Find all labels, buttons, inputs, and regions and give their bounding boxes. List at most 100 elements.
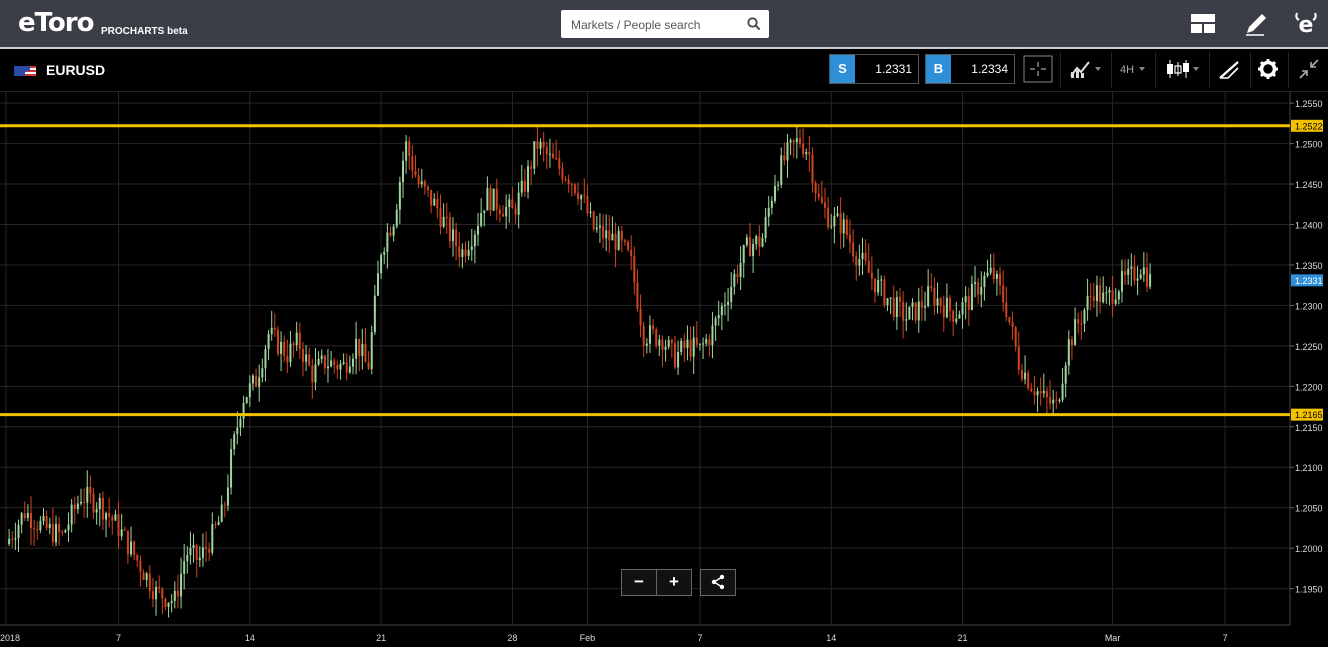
candlestick-type-icon[interactable] xyxy=(1163,54,1203,84)
candle xyxy=(980,271,983,308)
price-axis: 1.2550 1.2500 1.2450 1.2400 1.2350 1.2300 1.22… xyxy=(1290,99,1323,595)
candle xyxy=(130,526,133,557)
pencil-icon[interactable] xyxy=(1242,10,1270,38)
candle xyxy=(233,431,236,456)
candle xyxy=(545,141,548,169)
candle xyxy=(1117,289,1120,305)
candle xyxy=(280,331,283,372)
etoro-logo[interactable]: eToro xyxy=(18,8,94,38)
candle xyxy=(974,265,977,298)
candle xyxy=(1133,255,1136,286)
candle xyxy=(833,207,836,244)
collapse-icon[interactable] xyxy=(1295,54,1323,84)
candle xyxy=(486,176,489,211)
candle xyxy=(867,243,870,274)
candle xyxy=(126,530,129,564)
candle xyxy=(914,302,917,324)
candle xyxy=(70,498,73,533)
search-icon[interactable] xyxy=(747,17,761,31)
candle xyxy=(92,487,95,519)
candle xyxy=(820,180,823,205)
candle xyxy=(983,271,986,301)
sell-price: 1.2331 xyxy=(875,62,912,76)
time-tick-label: 28 xyxy=(507,633,517,643)
candle xyxy=(561,162,564,184)
candle xyxy=(326,349,329,383)
candle xyxy=(623,238,626,246)
candle xyxy=(355,321,358,375)
candle xyxy=(151,577,154,608)
etoro-e-icon[interactable]: e xyxy=(1292,10,1320,38)
candle xyxy=(858,244,861,276)
candle xyxy=(492,188,495,211)
candle xyxy=(120,513,123,541)
candle xyxy=(992,253,995,284)
search-input[interactable] xyxy=(569,15,743,35)
candle xyxy=(602,214,605,249)
candle xyxy=(617,226,620,251)
drawing-tools-icon[interactable] xyxy=(1215,54,1243,84)
crosshair-icon[interactable] xyxy=(1023,54,1053,84)
candle xyxy=(830,214,833,230)
zoom-out-button[interactable]: − xyxy=(621,569,657,596)
candle xyxy=(514,202,517,224)
candle xyxy=(936,282,939,314)
candle xyxy=(20,511,23,534)
price-tick-label: 1.2450 xyxy=(1295,180,1323,190)
candle xyxy=(627,239,630,252)
candle xyxy=(417,167,420,189)
gear-icon[interactable] xyxy=(1255,54,1281,84)
indicators-icon[interactable] xyxy=(1067,54,1105,84)
price-tick-label: 1.2150 xyxy=(1295,423,1323,433)
candle xyxy=(258,364,261,402)
candle xyxy=(376,260,379,296)
candle xyxy=(105,511,108,538)
candle xyxy=(805,148,808,160)
instrument-symbol[interactable]: EURUSD xyxy=(46,62,106,78)
sell-price-button[interactable]: S 1.2331 xyxy=(829,54,919,84)
candle xyxy=(520,164,523,197)
price-tick-label: 1.2250 xyxy=(1295,342,1323,352)
candle xyxy=(667,336,670,350)
candle xyxy=(189,531,192,565)
candle xyxy=(358,338,361,372)
candle xyxy=(683,333,686,363)
candle xyxy=(839,197,842,250)
candle xyxy=(986,259,989,278)
chevron-down-icon[interactable] xyxy=(1136,54,1150,84)
candle xyxy=(186,546,189,574)
candle xyxy=(1077,312,1080,334)
candle xyxy=(717,300,720,326)
candle xyxy=(226,474,229,512)
search-box[interactable] xyxy=(561,10,769,38)
zoom-in-button[interactable]: + xyxy=(656,569,692,596)
candle xyxy=(470,228,473,262)
time-tick-label: 14 xyxy=(245,633,255,643)
candle xyxy=(489,184,492,216)
candle xyxy=(608,214,611,254)
candle xyxy=(792,139,795,158)
candle xyxy=(852,229,855,263)
timeframe-selector[interactable]: 4H xyxy=(1120,64,1135,76)
buy-price-button[interactable]: B 1.2334 xyxy=(925,54,1015,84)
candle xyxy=(317,351,320,367)
candle xyxy=(677,340,680,375)
candle xyxy=(1099,277,1102,314)
candle xyxy=(836,205,839,218)
price-tick-label: 1.2000 xyxy=(1295,544,1323,554)
candle xyxy=(101,491,104,531)
toolbar-divider xyxy=(1209,52,1210,88)
candle xyxy=(1002,270,1005,312)
candle xyxy=(720,302,723,331)
candle xyxy=(527,159,530,199)
candle xyxy=(570,182,573,197)
candle xyxy=(789,138,792,155)
candle xyxy=(148,564,151,599)
support-resistance-levels[interactable]: 1.2522 1.2165 1.2331 xyxy=(0,119,1323,421)
procharts-label: PROCHARTS beta xyxy=(101,26,188,37)
candle xyxy=(155,580,158,616)
layout-icon[interactable] xyxy=(1189,10,1217,38)
candle xyxy=(739,246,742,291)
share-button[interactable] xyxy=(700,569,736,596)
